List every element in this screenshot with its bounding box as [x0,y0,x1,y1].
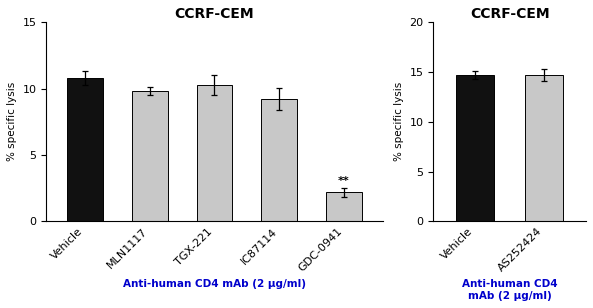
Bar [326,192,362,221]
Bar [525,75,563,221]
Bar [67,78,103,221]
Bar [456,75,494,221]
Text: **: ** [338,176,350,185]
Title: CCRF-CEM: CCRF-CEM [174,7,254,21]
Bar [197,85,232,221]
Title: CCRF-CEM: CCRF-CEM [470,7,549,21]
X-axis label: Anti-human CD4 mAb (2 μg/ml): Anti-human CD4 mAb (2 μg/ml) [123,279,306,289]
Y-axis label: % specific lysis: % specific lysis [7,82,17,161]
X-axis label: Anti-human CD4
mAb (2 μg/ml): Anti-human CD4 mAb (2 μg/ml) [462,279,557,301]
Bar [262,99,297,221]
Bar [132,91,168,221]
Y-axis label: % specific lysis: % specific lysis [394,82,404,161]
